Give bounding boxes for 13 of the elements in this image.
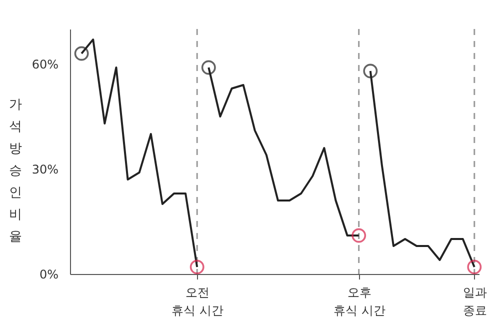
y-axis-title: 가석방 승인 비율 — [9, 98, 22, 244]
point — [352, 228, 366, 243]
point — [467, 260, 482, 274]
point — [363, 64, 378, 78]
y-tick-label: 30% — [32, 162, 58, 176]
point — [74, 46, 89, 61]
y-tick-label: 60% — [32, 58, 58, 72]
x-tick-label: 오전 휴식 시간 — [172, 286, 224, 318]
point — [190, 260, 204, 274]
y-tick-label: 0% — [39, 268, 58, 282]
x-tick-label: 일과 종료 — [462, 286, 487, 318]
x-tick-label: 오후 휴식 시간 — [333, 286, 386, 318]
point — [201, 60, 216, 75]
